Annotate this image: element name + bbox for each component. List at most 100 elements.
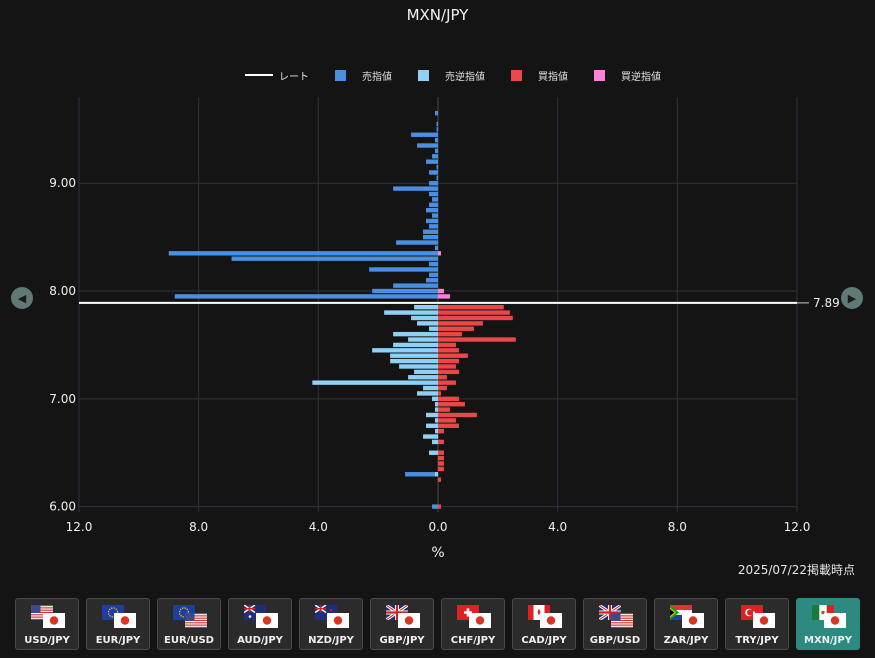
legend-item-buy-limit[interactable]: 買指値 <box>511 68 568 83</box>
buy-limit-bar <box>438 353 468 358</box>
buy-limit-bar <box>438 348 459 353</box>
sell-stop-bar <box>426 412 438 418</box>
legend-item-sell-stop[interactable]: 売逆指値 <box>418 68 485 83</box>
tab-nzd-jpy[interactable]: NZD/JPY <box>299 598 363 650</box>
sell-limit-bar <box>405 472 438 477</box>
tab-gbp-jpy[interactable]: GBP/JPY <box>370 598 434 650</box>
buy-limit-bar <box>438 455 444 461</box>
buy-limit-bar <box>438 321 483 326</box>
x-axis-title: % <box>431 545 444 560</box>
buy-limit-bar <box>438 412 477 418</box>
tab-label: AUD/JPY <box>237 635 283 646</box>
tab-aud-jpy[interactable]: AUD/JPY <box>228 598 292 650</box>
tab-try-jpy[interactable]: TRY/JPY <box>725 598 789 650</box>
tab-label: TRY/JPY <box>735 635 779 646</box>
buy-stop-bar <box>438 251 441 256</box>
sell-stop-bar <box>435 428 438 434</box>
sell-stop-bar <box>429 450 438 455</box>
buy-limit-bar <box>438 364 456 369</box>
sell-stop-bar <box>432 396 438 402</box>
sell-limit-bar <box>429 191 438 197</box>
flag-pair-icon <box>240 605 280 629</box>
sell-limit-bar <box>435 148 438 154</box>
sell-stop-bar <box>423 434 438 439</box>
tab-chf-jpy[interactable]: CHF/JPY <box>441 598 505 650</box>
sell-limit-bar <box>429 202 438 207</box>
sell-limit-bar <box>426 159 438 164</box>
buy-limit-bar <box>438 391 441 396</box>
buy-limit-bar <box>438 375 447 380</box>
x-tick-label: 4.0 <box>548 520 567 534</box>
sell-limit-bar <box>436 164 438 170</box>
tab-mxn-jpy[interactable]: MXN/JPY <box>796 598 860 650</box>
buy-limit-bar <box>438 380 456 385</box>
tab-label: EUR/USD <box>164 635 214 646</box>
tab-label: CAD/JPY <box>521 635 567 646</box>
sell-stop-bar <box>372 348 438 353</box>
jp-flag-icon <box>114 613 136 628</box>
legend-item-buy-stop[interactable]: 買逆指値 <box>594 68 661 83</box>
current-rate-label: 7.89 <box>813 296 840 310</box>
sell-stop-bar <box>429 326 438 331</box>
buy-limit-bar <box>438 369 459 375</box>
tab-usd-jpy[interactable]: USD/JPY <box>15 598 79 650</box>
flag-pair-icon <box>311 605 351 629</box>
tab-eur-usd[interactable]: EUR/USD <box>157 598 221 650</box>
sell-limit-bar <box>432 213 438 218</box>
sell-stop-bar <box>312 380 438 385</box>
sell-stop-bar <box>423 385 438 391</box>
sell-limit-bar <box>436 121 438 127</box>
buy-limit-bar <box>438 428 444 434</box>
sell-limit-bar <box>426 278 438 283</box>
sell-stop-bar <box>393 342 438 348</box>
sell-stop-bar <box>435 418 438 423</box>
sell-stop-bar <box>414 369 438 375</box>
sell-stop-bar <box>432 439 438 445</box>
jp-flag-icon <box>43 613 65 628</box>
tab-cad-jpy[interactable]: CAD/JPY <box>512 598 576 650</box>
jp-flag-icon <box>398 613 420 628</box>
sell-stop-bar <box>411 315 438 321</box>
buy-limit-bar <box>438 310 510 315</box>
jp-flag-icon <box>753 613 775 628</box>
tab-eur-jpy[interactable]: EUR/JPY <box>86 598 150 650</box>
x-tick-label: 12.0 <box>66 520 93 534</box>
sell-limit-bar <box>396 240 438 245</box>
x-tick-label: 12.0 <box>784 520 811 534</box>
y-tick-label: 6.00 <box>49 500 76 514</box>
flag-pair-icon <box>98 605 138 629</box>
buy-limit-bar <box>438 385 447 391</box>
buy-limit-bar <box>438 331 462 337</box>
chart-legend: レート 売指値 売逆指値 買指値 買逆指値 <box>245 68 687 83</box>
tab-zar-jpy[interactable]: ZAR/JPY <box>654 598 718 650</box>
sell-limit-bar <box>423 234 438 240</box>
legend-item-sell-limit[interactable]: 売指値 <box>335 68 392 83</box>
buy-limit-bar <box>438 326 474 331</box>
buy-limit-bar <box>438 466 444 472</box>
buy-limit-bar <box>438 439 444 445</box>
order-book-chart: 12.0 8.0 4.0 0.0 4.0 8.0 12.0 6.00 7.00 8.00 9.00 7… <box>49 97 840 560</box>
sell-stop-bar <box>435 407 438 412</box>
flag-pair-icon <box>27 605 67 629</box>
legend-sell-limit-label: 売指値 <box>362 71 392 83</box>
gb-flag-icon <box>599 605 621 620</box>
next-pair-button[interactable]: ▶ <box>841 287 863 309</box>
buy-limit-bar <box>438 477 441 482</box>
buy-limit-swatch <box>511 69 522 81</box>
sell-limit-bar <box>435 110 438 116</box>
timestamp: 2025/07/22掲載時点 <box>737 563 855 577</box>
sell-limit-bar <box>423 229 438 234</box>
sell-stop-bar <box>417 391 438 396</box>
legend-item-rate[interactable]: レート <box>245 68 309 83</box>
sell-limit-bar <box>432 197 438 202</box>
sell-limit-bar <box>372 288 438 294</box>
sell-limit-bar <box>435 245 438 251</box>
sell-limit-swatch <box>335 69 346 81</box>
buy-limit-bar <box>438 423 459 428</box>
sell-stop-bar <box>414 305 438 310</box>
prev-pair-button[interactable]: ◀ <box>11 287 33 309</box>
sell-limit-bar <box>429 272 438 278</box>
tab-gbp-usd[interactable]: GBP/USD <box>583 598 647 650</box>
chevron-left-icon: ◀ <box>17 291 27 305</box>
sell-limit-bar <box>435 137 438 143</box>
